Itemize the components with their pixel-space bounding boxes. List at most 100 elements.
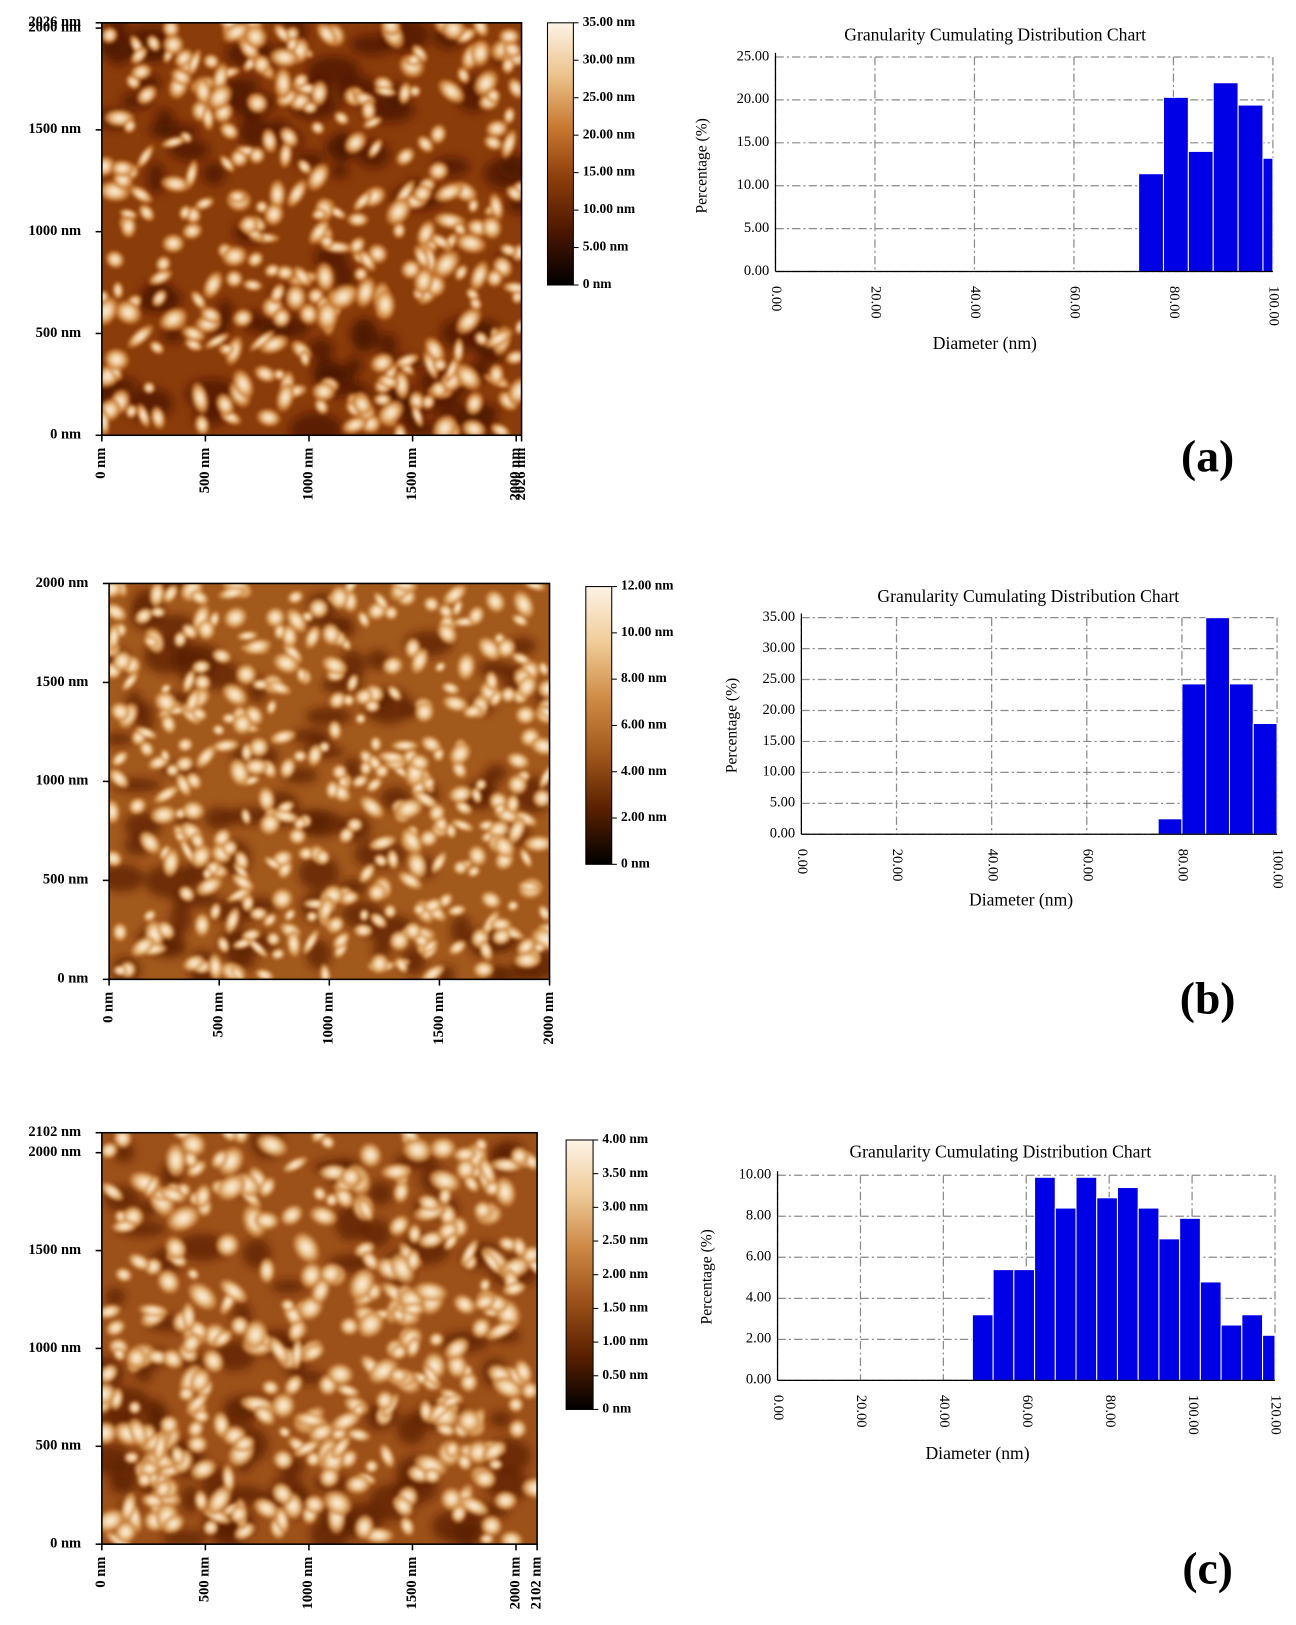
- grain: [112, 964, 129, 977]
- grain: [268, 729, 298, 745]
- grain: [519, 847, 533, 869]
- grain: [472, 1200, 493, 1221]
- grain: [480, 214, 503, 241]
- x-tick-label: 60.00: [1079, 849, 1095, 882]
- grain: [152, 1429, 168, 1466]
- grain: [469, 259, 490, 292]
- grain: [376, 373, 401, 390]
- grain: [512, 589, 535, 620]
- grain: [214, 1232, 240, 1258]
- grain: [125, 1346, 148, 1370]
- grain: [501, 281, 522, 295]
- grain: [500, 685, 517, 704]
- grain: [452, 1293, 477, 1316]
- valley: [289, 412, 343, 436]
- grain: [438, 603, 454, 620]
- grain: [405, 1335, 421, 1359]
- grain: [374, 288, 397, 321]
- grain: [307, 597, 330, 619]
- grain: [210, 1148, 229, 1170]
- grain: [422, 596, 440, 613]
- grain: [538, 660, 550, 677]
- grain: [452, 1146, 478, 1163]
- grain: [358, 908, 370, 922]
- grain: [483, 327, 515, 350]
- y-tick-label: 5.00: [744, 220, 769, 236]
- valley: [329, 164, 350, 179]
- y-tick-label: 500 nm: [36, 325, 82, 341]
- grain: [314, 260, 336, 293]
- x-tick-label: 500 nm: [211, 992, 227, 1038]
- grain: [310, 381, 337, 403]
- x-tick-label: 2000 nm: [508, 448, 524, 501]
- grain: [506, 376, 522, 407]
- grain: [298, 302, 320, 326]
- grain: [242, 1319, 269, 1351]
- valley: [307, 55, 360, 84]
- y-axis-label: Percentage (%): [699, 1229, 716, 1324]
- valley: [305, 706, 352, 726]
- grain: [353, 1513, 375, 1541]
- grain: [241, 278, 264, 292]
- y-tick-label: 1000 nm: [28, 1340, 81, 1356]
- grain: [504, 349, 522, 366]
- grain: [258, 1256, 276, 1285]
- grain: [143, 1174, 160, 1199]
- x-tick-label: 60.00: [1067, 286, 1083, 319]
- grain: [373, 591, 390, 612]
- x-tick-label: 0.00: [768, 286, 784, 311]
- grain: [266, 680, 293, 696]
- grain: [412, 789, 440, 810]
- grain: [399, 1515, 415, 1537]
- grain: [285, 35, 299, 54]
- grain: [221, 245, 249, 268]
- y-tick-label: 1500 nm: [28, 121, 81, 137]
- grain: [376, 750, 408, 764]
- grain: [447, 784, 474, 804]
- grain: [287, 1318, 307, 1343]
- grain: [510, 651, 532, 666]
- grain: [360, 98, 377, 123]
- grain: [218, 121, 240, 141]
- grain: [501, 40, 522, 59]
- histogram-panel: 0.00 2.00 4.00 6.00 8.00 10.00 0.00 20.00 40.00 6…: [699, 1142, 1284, 1594]
- grain: [292, 265, 313, 288]
- grain: [363, 699, 381, 713]
- bar: [1158, 1238, 1181, 1381]
- grain: [201, 1348, 225, 1374]
- grain: [447, 939, 468, 956]
- grain: [149, 804, 178, 825]
- colorbar-tick-label: 3.50 nm: [602, 1165, 648, 1180]
- grain: [109, 849, 123, 868]
- afm-image: [101, 22, 522, 436]
- bar: [1034, 1176, 1056, 1381]
- colorbar-tick-label: 3.00 nm: [602, 1198, 648, 1213]
- grain: [109, 767, 130, 790]
- grain: [351, 774, 370, 789]
- grain: [257, 785, 276, 813]
- grain: [393, 352, 421, 369]
- grain: [485, 87, 502, 104]
- grain: [112, 1132, 133, 1150]
- grain: [119, 214, 137, 239]
- grain: [155, 255, 172, 273]
- grain: [484, 118, 510, 139]
- grain: [505, 185, 522, 203]
- grain: [292, 749, 308, 763]
- grain: [505, 793, 520, 815]
- grain: [217, 585, 248, 601]
- valley: [291, 728, 330, 744]
- grain: [189, 589, 210, 606]
- grain: [428, 803, 446, 823]
- grain: [440, 22, 467, 42]
- grain: [506, 751, 531, 770]
- grain: [372, 392, 393, 407]
- grain: [142, 381, 156, 395]
- grain: [272, 1449, 295, 1471]
- afm-grains: [109, 583, 550, 980]
- grain: [263, 856, 283, 871]
- grain: [472, 1468, 497, 1490]
- panel-label: (b): [1180, 973, 1236, 1024]
- grain: [206, 82, 234, 112]
- grain: [421, 1363, 441, 1388]
